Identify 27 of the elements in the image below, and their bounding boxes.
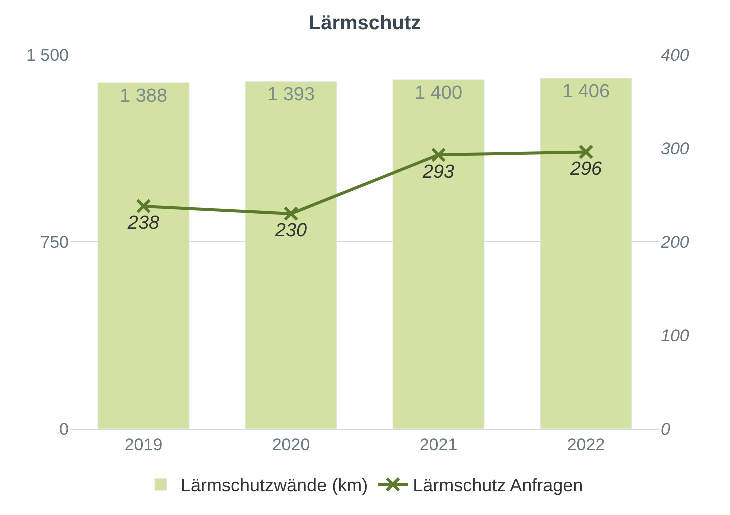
y2-tick-label: 200 bbox=[660, 232, 690, 252]
data-label: 1 400 bbox=[414, 82, 463, 104]
x-tick-label: 2019 bbox=[124, 435, 163, 454]
data-label: 293 bbox=[422, 162, 456, 183]
data-label: 296 bbox=[569, 158, 603, 180]
y-tick-label: 1 500 bbox=[26, 46, 69, 65]
chart-title: Lärmschutz bbox=[308, 12, 422, 34]
legend-label: Lärmschutz Anfragen bbox=[413, 476, 584, 496]
data-label: 1 406 bbox=[562, 81, 610, 102]
data-label: 230 bbox=[274, 220, 308, 242]
x-tick-label: 2020 bbox=[272, 435, 310, 454]
point bbox=[284, 206, 299, 222]
x-tick-label: 2022 bbox=[567, 435, 606, 454]
y-tick-label: 750 bbox=[40, 232, 69, 252]
y2-tick-label: 400 bbox=[661, 46, 690, 65]
x-tick-label: 2021 bbox=[420, 435, 458, 454]
data-label: 1 393 bbox=[267, 84, 316, 106]
point bbox=[578, 144, 594, 160]
y-tick-label: 0 bbox=[60, 420, 69, 439]
data-label: 238 bbox=[126, 213, 160, 234]
point bbox=[431, 148, 446, 163]
data-label: 1 388 bbox=[120, 86, 168, 107]
legend-label: Lärmschutzwände (km) bbox=[181, 476, 368, 496]
y2-tick-label: 0 bbox=[661, 420, 671, 439]
y2-tick-label: 300 bbox=[661, 139, 690, 158]
point bbox=[136, 198, 152, 214]
y2-tick-label: 100 bbox=[661, 326, 690, 346]
